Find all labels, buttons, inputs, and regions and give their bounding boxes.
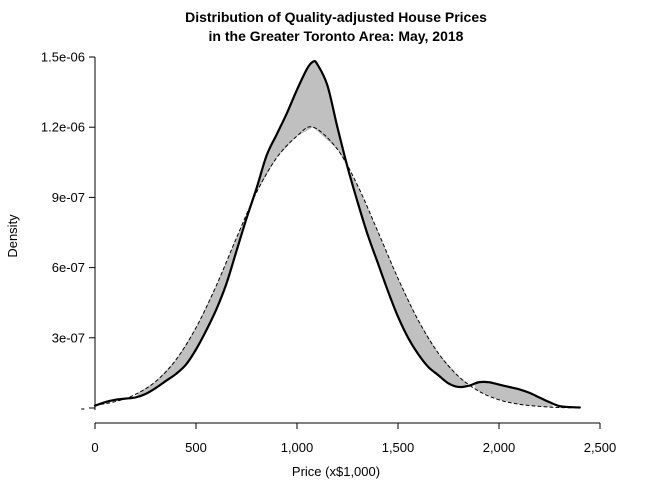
y-tick-label: - — [81, 401, 85, 416]
y-tick-label: 1.5e-06 — [41, 50, 85, 65]
solid-density-curve — [93, 59, 581, 409]
y-tick-label: 3e-07 — [52, 330, 85, 345]
shaded-region — [474, 382, 553, 408]
y-tick-label: 6e-07 — [52, 260, 85, 275]
x-axis-ticks: 0 500 1,000 1,500 2,000 2,500 — [91, 423, 616, 455]
x-tick-label: 1,500 — [382, 440, 415, 455]
x-axis-title: Price (x$1,000) — [292, 464, 380, 479]
x-tick-label: 1,000 — [281, 440, 314, 455]
y-axis-ticks: - 3e-07 6e-07 9e-07 1.2e-06 1.5e-06 — [41, 50, 95, 416]
x-tick-label: 2,000 — [483, 440, 516, 455]
shaded-region — [137, 217, 246, 397]
x-tick-label: 0 — [91, 440, 98, 455]
y-tick-label: 9e-07 — [52, 190, 85, 205]
chart-title-line-2: in the Greater Toronto Area: May, 2018 — [209, 28, 464, 44]
shaded-difference-regions — [137, 61, 553, 408]
shaded-region — [350, 172, 467, 387]
density-curves — [93, 59, 581, 409]
x-tick-label: 2,500 — [584, 440, 617, 455]
axes: - 3e-07 6e-07 9e-07 1.2e-06 1.5e-06 0 500 1,000… — [41, 50, 616, 456]
x-tick-label: 500 — [185, 440, 207, 455]
shaded-region — [256, 61, 346, 193]
dashed-density-curve — [94, 126, 581, 409]
chart-title-line-1: Distribution of Quality-adjusted House P… — [185, 9, 487, 25]
y-axis-title: Density — [5, 214, 20, 258]
y-tick-label: 1.2e-06 — [41, 120, 85, 135]
